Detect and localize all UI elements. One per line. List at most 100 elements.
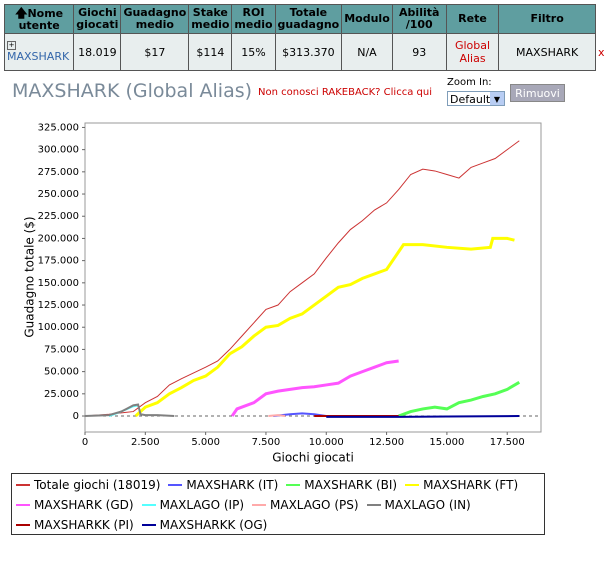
legend-swatch (16, 504, 30, 506)
y-tick-label: 150.000 (38, 278, 79, 289)
zoom-option: Default (450, 93, 491, 106)
legend-label: MAXSHARK (FT) (423, 478, 519, 492)
plot-area (84, 122, 542, 433)
y-tick-label: 50.000 (44, 367, 79, 378)
x-tick-label: 17.500 (490, 437, 525, 448)
legend-swatch (366, 504, 381, 506)
legend-swatch (168, 484, 183, 486)
legend-label: MAXLAGO (IN) (384, 498, 471, 512)
x-tick-label: 2.500 (131, 437, 160, 448)
legend-label: MAXLAGO (IP) (159, 498, 245, 512)
y-tick-label: 125.000 (38, 300, 79, 311)
legend-label: MAXSHARK (BI) (304, 478, 398, 492)
legend-item: MAXLAGO (IP) (141, 496, 245, 514)
legend-label: MAXLAGO (PS) (270, 498, 359, 512)
y-tick-label: 325.000 (38, 122, 79, 133)
cell-text[interactable]: Global Alias (454, 39, 491, 65)
series-line (273, 412, 327, 418)
series-line (84, 403, 175, 418)
cell-text: 93 (412, 45, 427, 59)
legend-swatch (252, 504, 267, 506)
cell-text: $114 (196, 45, 225, 59)
stats-table: 🡅Nome utente Giochi giocati Guadagno medio… (3, 4, 607, 71)
column-header: Totale guadagno (274, 4, 343, 34)
legend-swatch (141, 524, 156, 526)
legend-item: MAXSHARKK (OG) (141, 516, 268, 534)
remove-cell: x (595, 33, 607, 71)
zoom-select[interactable]: Default ▼ (447, 91, 505, 106)
column-header: Filtro (498, 4, 596, 34)
legend-label: MAXSHARKK (PI) (34, 518, 134, 532)
remove-link[interactable]: x (597, 45, 605, 59)
legend-swatch (16, 524, 30, 526)
page-title: MAXSHARK (Global Alias) (12, 80, 253, 102)
cell-text: 18.019 (78, 45, 117, 59)
x-tick-label: 10.000 (309, 437, 344, 448)
series-line (268, 414, 286, 418)
legend-item: Totale giochi (18019) (16, 476, 160, 494)
x-tick-label: 0 (82, 437, 88, 448)
y-tick-label: 100.000 (38, 322, 79, 333)
cell: + MAXSHARK (3, 33, 75, 71)
cell-text: 15% (241, 45, 266, 59)
y-axis-label: Guadagno totale ($) (23, 216, 37, 337)
legend-item: MAXSHARKK (PI) (16, 516, 134, 534)
y-tick-label: 275.000 (38, 167, 79, 178)
cell: 18.019 (73, 33, 122, 71)
legend-item: MAXSHARK (GD) (16, 496, 134, 514)
y-tick-label: 300.000 (38, 145, 79, 156)
x-axis-label: Giochi giocati (272, 451, 354, 465)
x-tick-label: 12.500 (369, 437, 404, 448)
legend-swatch (141, 504, 156, 506)
series-line (134, 236, 515, 418)
series-line (326, 415, 520, 418)
y-tick-label: 75.000 (44, 344, 79, 355)
column-header: 🡅Nome utente (3, 4, 75, 34)
x-tick-label: 15.000 (429, 437, 464, 448)
rakeback-link[interactable]: Non conosci RAKEBACK? Clicca qui (258, 87, 432, 98)
series-line (398, 380, 521, 418)
y-tick-label: 250.000 (38, 189, 79, 200)
y-tick-label: 225.000 (38, 211, 79, 222)
legend-swatch (286, 484, 301, 486)
legend-swatch (16, 484, 30, 486)
legend-item: MAXLAGO (PS) (252, 496, 359, 514)
legend-item: MAXSHARK (BI) (286, 476, 397, 494)
y-tick-label: 175.000 (38, 256, 79, 267)
legend-label: MAXSHARK (GD) (34, 498, 134, 512)
legend-swatch (405, 484, 420, 486)
cell: MAXSHARK (498, 33, 596, 71)
column-header: Stake medio (188, 4, 233, 34)
legend-label: Totale giochi (18019) (34, 478, 161, 492)
column-header: Giochi giocati (73, 4, 122, 34)
cell-text[interactable]: MAXSHARK (7, 50, 70, 63)
legend-item: MAXSHARK (IT) (168, 476, 278, 494)
header-row: 🡅Nome utente Giochi giocati Guadagno medio… (3, 4, 607, 34)
cell: $114 (188, 33, 233, 71)
column-header: Abilità /100 (391, 4, 447, 34)
cell: Global Alias (445, 33, 500, 71)
blank-header (595, 4, 607, 34)
legend-label: MAXSHARKK (OG) (159, 518, 268, 532)
data-row: + MAXSHARK 18.019 $17 $114 15% $313.370 N/A 93 Gl… (3, 33, 607, 71)
cell-text: $313.370 (282, 45, 335, 59)
legend-item: MAXLAGO (IN) (366, 496, 471, 514)
series-line (230, 359, 399, 417)
cell-text: $17 (144, 45, 166, 59)
column-header: ROI medio (231, 4, 276, 34)
legend-item: MAXSHARK (FT) (405, 476, 518, 494)
cell: $17 (120, 33, 190, 71)
y-tick-label: 0 (73, 411, 79, 422)
series-line (84, 140, 520, 417)
cell: 15% (231, 33, 276, 71)
cell-text: N/A (357, 45, 377, 59)
legend: Totale giochi (18019) MAXSHARK (IT) MAXSHA… (11, 473, 545, 535)
column-header: Guadagno medio (120, 4, 190, 34)
remove-button[interactable]: Rimuovi (510, 84, 565, 102)
x-tick-label: 7.500 (252, 437, 281, 448)
x-tick-label: 5.000 (191, 437, 220, 448)
cell-text: MAXSHARK (516, 45, 579, 59)
zoom-label: Zoom In: (447, 77, 492, 88)
cell: $313.370 (274, 33, 343, 71)
